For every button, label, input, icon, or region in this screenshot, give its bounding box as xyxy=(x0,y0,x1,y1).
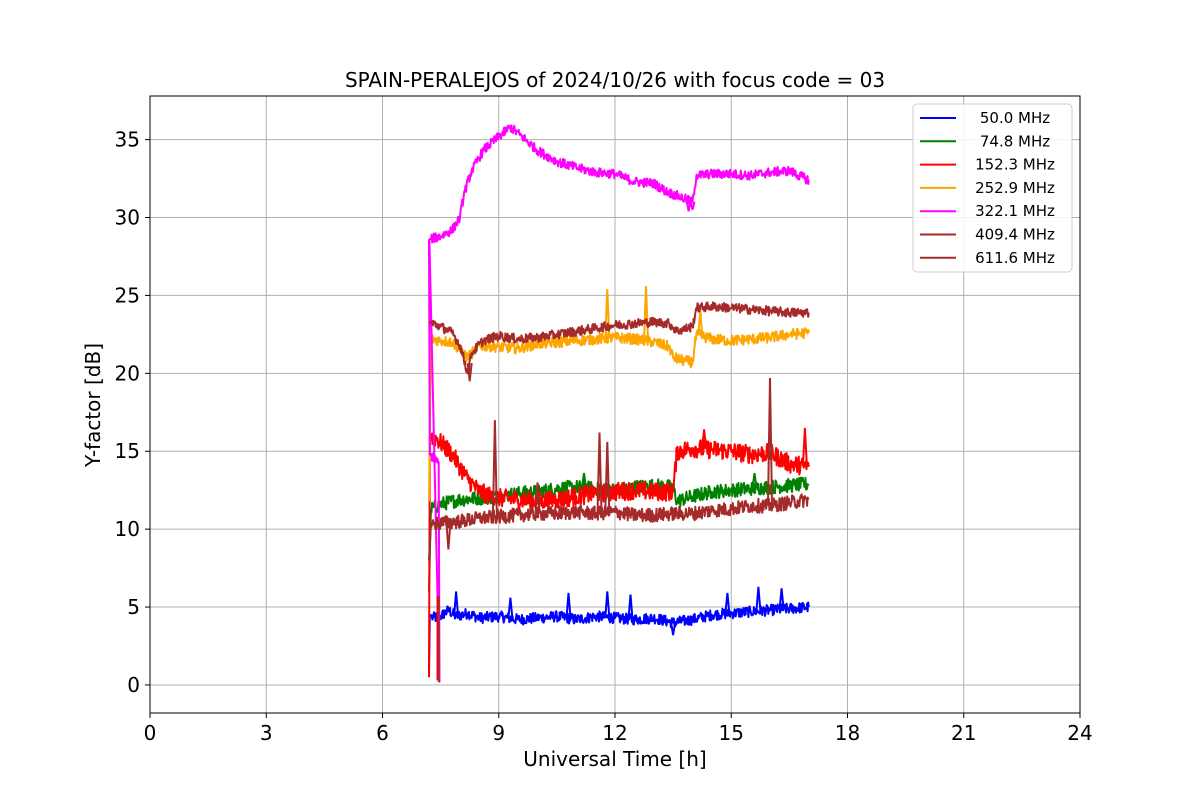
y-tick-label: 25 xyxy=(115,283,140,307)
series-layer xyxy=(428,124,810,683)
series-spike xyxy=(767,377,773,506)
legend-label: 74.8 MHz xyxy=(980,132,1050,150)
y-tick-label: 20 xyxy=(115,361,140,385)
x-tick-label: 9 xyxy=(492,721,505,745)
series-spike xyxy=(685,200,692,212)
legend-label: 611.6 MHz xyxy=(975,249,1055,267)
y-tick-label: 30 xyxy=(115,206,140,230)
legend-label: 409.4 MHz xyxy=(975,226,1055,244)
series-line xyxy=(428,493,810,561)
x-tick-label: 18 xyxy=(835,721,860,745)
series-spike xyxy=(445,522,452,550)
ticks: 0 3 6 9 12 15 18 21 24 0 5 10 15 20 25 30 35 xyxy=(115,128,1093,745)
series-line xyxy=(428,327,810,502)
series-spike xyxy=(751,472,758,489)
legend-label: 252.9 MHz xyxy=(975,179,1055,197)
series-spike xyxy=(778,588,785,610)
y-tick-label: 5 xyxy=(127,595,140,619)
legend-label: 50.0 MHz xyxy=(980,109,1050,127)
x-tick-label: 15 xyxy=(719,721,744,745)
x-tick-label: 3 xyxy=(260,721,273,745)
x-tick-label: 12 xyxy=(602,721,627,745)
series-spike xyxy=(581,472,587,488)
x-tick-label: 0 xyxy=(144,721,157,745)
series-spike xyxy=(491,420,498,518)
chart-title: SPAIN-PERALEJOS of 2024/10/26 with focus… xyxy=(345,68,885,92)
legend-label: 322.1 MHz xyxy=(975,202,1055,220)
series-line xyxy=(428,301,810,375)
series-spike xyxy=(604,289,611,339)
series-line xyxy=(428,601,810,675)
series-spike xyxy=(507,597,514,619)
series-line xyxy=(428,124,810,683)
series-spike xyxy=(724,592,731,614)
y-axis-label: Y-factor [dB] xyxy=(81,343,105,468)
series-spike xyxy=(604,441,611,513)
series-spike xyxy=(755,586,762,612)
series-spike xyxy=(627,594,634,620)
series-spike xyxy=(604,591,611,618)
series-spike xyxy=(565,592,572,619)
legend-label: 152.3 MHz xyxy=(975,156,1055,174)
x-tick-label: 21 xyxy=(951,721,976,745)
y-tick-label: 0 xyxy=(127,673,140,697)
series-spike xyxy=(466,363,473,382)
series-spike xyxy=(534,482,541,514)
series-spike xyxy=(453,591,460,617)
x-tick-label: 6 xyxy=(376,721,389,745)
y-tick-label: 15 xyxy=(115,439,140,463)
y-tick-label: 35 xyxy=(115,128,140,152)
series-spike xyxy=(670,622,677,636)
series-spike xyxy=(689,201,696,210)
legend: 50.0 MHz 74.8 MHz 152.3 MHz 252.9 MHz 32… xyxy=(912,103,1073,273)
legend-box xyxy=(912,103,1073,273)
series-spike xyxy=(801,427,808,467)
y-tick-label: 10 xyxy=(115,517,140,541)
series-spike xyxy=(701,429,708,450)
x-axis-label: Universal Time [h] xyxy=(523,747,706,771)
series-spike xyxy=(596,432,603,514)
x-tick-label: 24 xyxy=(1067,721,1092,745)
